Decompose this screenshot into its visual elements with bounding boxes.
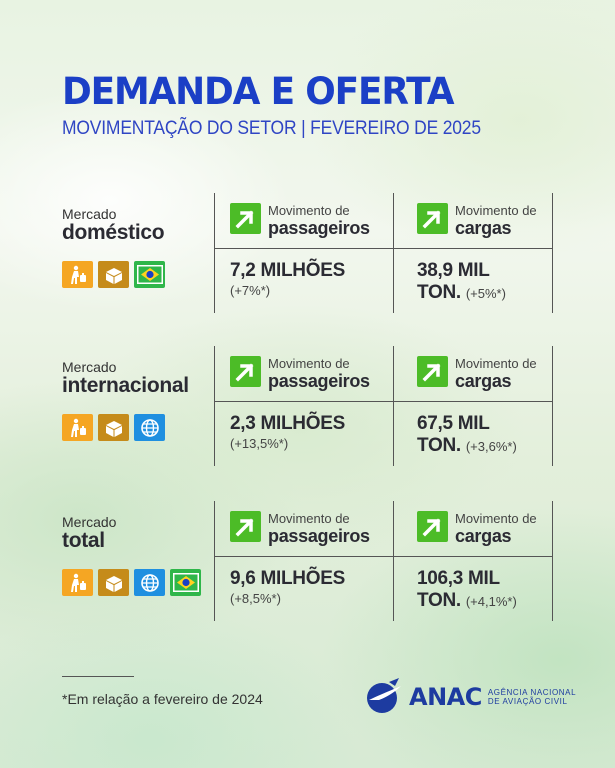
growth-arrow-icon bbox=[230, 203, 261, 234]
cargo-header-small: Movimento de bbox=[455, 203, 537, 218]
cargo-header-big: cargas bbox=[455, 526, 512, 546]
divider bbox=[214, 556, 552, 557]
cargo-value-unit: TON. bbox=[417, 282, 461, 303]
market-row-international: Mercado internacional Movimento de passa… bbox=[0, 346, 615, 466]
passengers-header-small: Movimento de bbox=[268, 511, 350, 526]
cargo-value-text: 38,9 MIL bbox=[417, 260, 490, 281]
anac-logo: ANAC AGÊNCIA NACIONAL DE AVIAÇÃO CIVIL bbox=[363, 676, 576, 718]
anac-emblem-icon bbox=[367, 678, 401, 713]
cargo-box-icon bbox=[98, 261, 129, 288]
passenger-icon bbox=[62, 414, 93, 441]
cargo-value-unit: TON. bbox=[417, 435, 461, 456]
brazil-flag-icon bbox=[170, 569, 201, 596]
divider bbox=[393, 346, 394, 466]
passengers-header-big: passageiros bbox=[268, 526, 370, 546]
cargo-value: 106,3 MIL TON. (+4,1%*) bbox=[417, 568, 517, 613]
cargo-header-small: Movimento de bbox=[455, 511, 537, 526]
passengers-header: Movimento de passageiros bbox=[230, 203, 370, 238]
growth-arrow-icon bbox=[417, 511, 448, 542]
cargo-header: Movimento de cargas bbox=[417, 203, 537, 238]
cargo-box-icon bbox=[98, 414, 129, 441]
cargo-header-big: cargas bbox=[455, 371, 512, 391]
market-row-total: Mercado total Movimento de passageiros 9… bbox=[0, 501, 615, 621]
footnote-divider bbox=[62, 676, 134, 677]
globe-icon bbox=[134, 569, 165, 596]
divider bbox=[214, 346, 215, 466]
passengers-value-text: 2,3 MILHÕES bbox=[230, 413, 345, 434]
cargo-header: Movimento de cargas bbox=[417, 511, 537, 546]
market-label-big: internacional bbox=[62, 374, 189, 397]
growth-arrow-icon bbox=[417, 203, 448, 234]
divider bbox=[552, 193, 553, 313]
cargo-pct: (+5%*) bbox=[465, 286, 506, 301]
cargo-value: 67,5 MIL TON. (+3,6%*) bbox=[417, 413, 517, 458]
logo-subtitle-line1: AGÊNCIA NACIONAL bbox=[487, 688, 577, 697]
market-row-domestic: Mercado doméstico Movimento de passageir… bbox=[0, 193, 615, 313]
divider bbox=[214, 501, 215, 621]
passengers-value-text: 9,6 MILHÕES bbox=[230, 568, 345, 589]
passengers-pct: (+7%*) bbox=[230, 283, 271, 298]
cargo-header-big: cargas bbox=[455, 218, 512, 238]
passengers-header-big: passageiros bbox=[268, 218, 370, 238]
growth-arrow-icon bbox=[230, 511, 261, 542]
market-label-big: total bbox=[62, 529, 105, 552]
globe-icon bbox=[134, 414, 165, 441]
passengers-value-text: 7,2 MILHÕES bbox=[230, 260, 345, 281]
passengers-value: 7,2 MILHÕES (+7%*) bbox=[230, 260, 345, 300]
market-label: Mercado internacional bbox=[62, 359, 189, 397]
cargo-value: 38,9 MIL TON. (+5%*) bbox=[417, 260, 506, 305]
passengers-pct: (+13,5%*) bbox=[230, 436, 289, 451]
growth-arrow-icon bbox=[417, 356, 448, 387]
passengers-header: Movimento de passageiros bbox=[230, 356, 370, 391]
logo-subtitle-line2: DE AVIAÇÃO CIVIL bbox=[487, 697, 568, 706]
passengers-header-big: passageiros bbox=[268, 371, 370, 391]
divider bbox=[214, 401, 552, 402]
market-label: Mercado total bbox=[62, 514, 116, 552]
logo-text: ANAC bbox=[409, 683, 482, 711]
market-label: Mercado doméstico bbox=[62, 206, 165, 244]
market-icons bbox=[62, 569, 201, 596]
passenger-icon bbox=[62, 261, 93, 288]
cargo-value-unit: TON. bbox=[417, 590, 461, 611]
passengers-pct: (+8,5%*) bbox=[230, 591, 281, 606]
page-title: DEMANDA E OFERTA bbox=[62, 70, 454, 113]
market-label-small: Mercado bbox=[62, 514, 117, 530]
market-icons bbox=[62, 414, 165, 441]
passengers-header: Movimento de passageiros bbox=[230, 511, 370, 546]
brazil-flag-icon bbox=[134, 261, 165, 288]
market-label-small: Mercado bbox=[62, 206, 117, 222]
passengers-value: 9,6 MILHÕES (+8,5%*) bbox=[230, 568, 345, 608]
market-label-big: doméstico bbox=[62, 221, 165, 244]
cargo-header-small: Movimento de bbox=[455, 356, 537, 371]
page-subtitle: MOVIMENTAÇÃO DO SETOR | FEVEREIRO DE 202… bbox=[62, 118, 481, 139]
divider bbox=[552, 501, 553, 621]
divider bbox=[214, 193, 215, 313]
market-label-small: Mercado bbox=[62, 359, 117, 375]
cargo-value-text: 106,3 MIL bbox=[417, 568, 500, 589]
passengers-value: 2,3 MILHÕES (+13,5%*) bbox=[230, 413, 345, 453]
divider bbox=[214, 248, 552, 249]
cargo-pct: (+4,1%*) bbox=[465, 594, 517, 609]
footnote: *Em relação a fevereiro de 2024 bbox=[62, 691, 263, 707]
divider bbox=[393, 501, 394, 621]
cargo-pct: (+3,6%*) bbox=[465, 439, 517, 454]
passenger-icon bbox=[62, 569, 93, 596]
cargo-header: Movimento de cargas bbox=[417, 356, 537, 391]
growth-arrow-icon bbox=[230, 356, 261, 387]
cargo-value-text: 67,5 MIL bbox=[417, 413, 490, 434]
cargo-box-icon bbox=[98, 569, 129, 596]
passengers-header-small: Movimento de bbox=[268, 356, 350, 371]
divider bbox=[393, 193, 394, 313]
logo-subtitle: AGÊNCIA NACIONAL DE AVIAÇÃO CIVIL bbox=[488, 688, 576, 706]
divider bbox=[552, 346, 553, 466]
market-icons bbox=[62, 261, 165, 288]
passengers-header-small: Movimento de bbox=[268, 203, 350, 218]
